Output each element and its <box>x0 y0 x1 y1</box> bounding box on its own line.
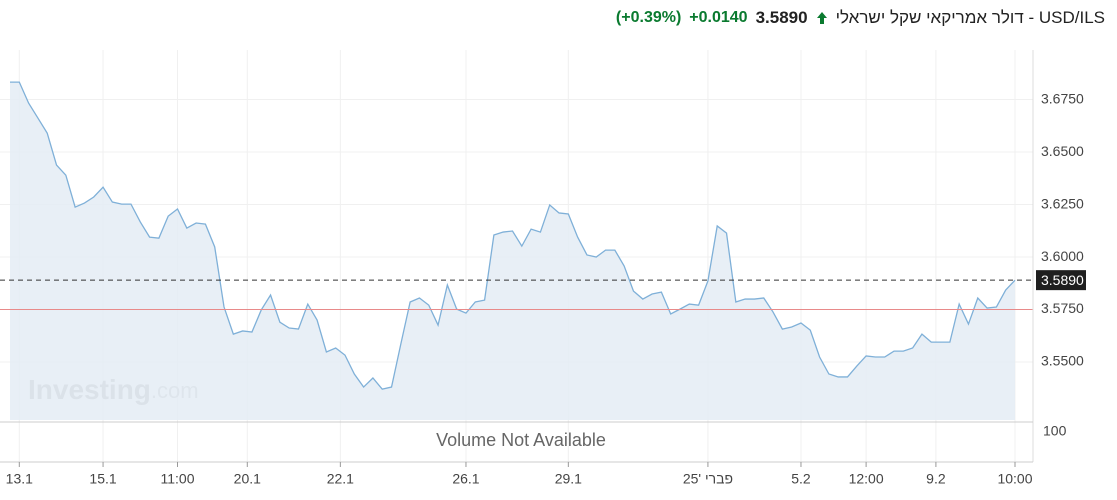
x-tick-label: 11:00 <box>161 471 195 487</box>
x-tick-label: 13.1 <box>6 471 33 487</box>
header: USD/ILS - דולר אמריקאי שקל ישראלי 3.5890… <box>616 6 1105 30</box>
x-tick-label: 12:00 <box>849 471 884 487</box>
x-tick-label: 10:00 <box>997 471 1032 487</box>
x-tick-label: 20.1 <box>234 471 261 487</box>
volume-note: Volume Not Available <box>436 430 606 450</box>
x-tick-label: 26.1 <box>452 471 479 487</box>
change: +0.0140 <box>689 9 748 26</box>
y-tick-label: 3.5500 <box>1041 353 1084 369</box>
y-tick-label: 3.6000 <box>1041 248 1084 264</box>
change-percent: (+0.39%) <box>615 9 682 26</box>
last-price-label: 3.5890 <box>1041 272 1084 288</box>
last-price-box <box>1036 270 1086 291</box>
price: 3.5890 <box>755 8 808 27</box>
title: USD/ILS - דולר אמריקאי שקל ישראלי <box>835 8 1105 27</box>
x-tick-label: 9.2 <box>926 471 946 487</box>
x-tick-label: 29.1 <box>555 471 582 487</box>
price-line <box>10 81 1016 390</box>
x-tick-label: 15.1 <box>89 471 116 487</box>
volume-tick-label: 100 <box>1043 423 1067 439</box>
x-tick-label: 22.1 <box>327 471 354 487</box>
up-arrow <box>816 12 827 24</box>
y-tick-label: 3.6250 <box>1041 195 1084 211</box>
y-tick-label: 3.6500 <box>1041 143 1084 159</box>
x-tick-label: 5.2 <box>791 471 811 487</box>
y-tick-label: 3.6750 <box>1041 90 1084 106</box>
area-fill <box>10 82 1015 420</box>
y-tick-label: 3.5750 <box>1041 300 1084 316</box>
x-tick-label: פברי '25 <box>683 471 733 487</box>
